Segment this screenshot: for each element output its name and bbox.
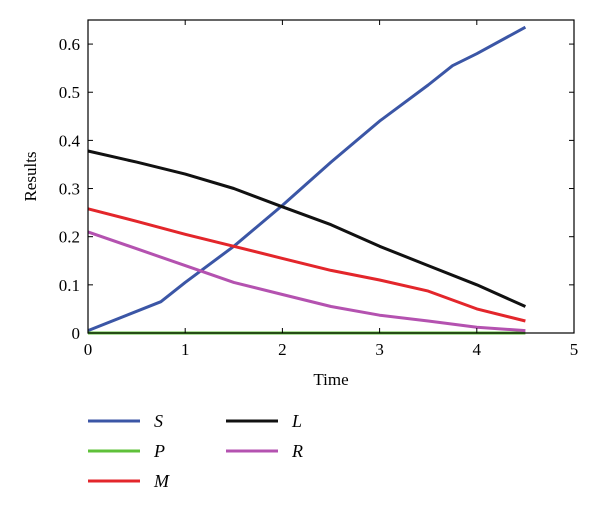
y-tick-label-3: 0.3 (59, 180, 80, 199)
axis-layer: 0 1 2 3 4 5 0 0.1 0.2 0.3 0.4 0.5 0.6 (59, 20, 579, 359)
series-line-L (87, 149, 527, 308)
x-axis-label: Time (313, 370, 348, 389)
x-tick-label-2: 2 (278, 340, 287, 359)
y-tick-label-5: 0.5 (59, 83, 80, 102)
y-tick-label-0: 0 (72, 324, 81, 343)
legend-label-L: L (291, 411, 302, 431)
series-layer (87, 25, 527, 335)
plot-frame (87, 19, 575, 334)
legend-label-M: M (153, 471, 170, 491)
legend: SPM LR (88, 411, 303, 491)
y-tick-label-6: 0.6 (59, 35, 80, 54)
y-axis-label: Results (21, 151, 40, 201)
legend-label-R: R (291, 441, 303, 461)
x-tick-label-3: 3 (375, 340, 384, 359)
series-line-M (87, 207, 526, 323)
series-line-R (87, 230, 526, 333)
y-tick-label-2: 0.2 (59, 228, 80, 247)
legend-label-S: S (154, 411, 163, 431)
y-tick-label-4: 0.4 (59, 131, 81, 150)
x-tick-label-1: 1 (181, 340, 190, 359)
x-tick-label-0: 0 (84, 340, 93, 359)
x-tick-label-4: 4 (473, 340, 482, 359)
legend-label-P: P (153, 441, 165, 461)
x-tick-label-5: 5 (570, 340, 579, 359)
y-tick-label-1: 0.1 (59, 276, 80, 295)
series-line-S (87, 25, 527, 332)
